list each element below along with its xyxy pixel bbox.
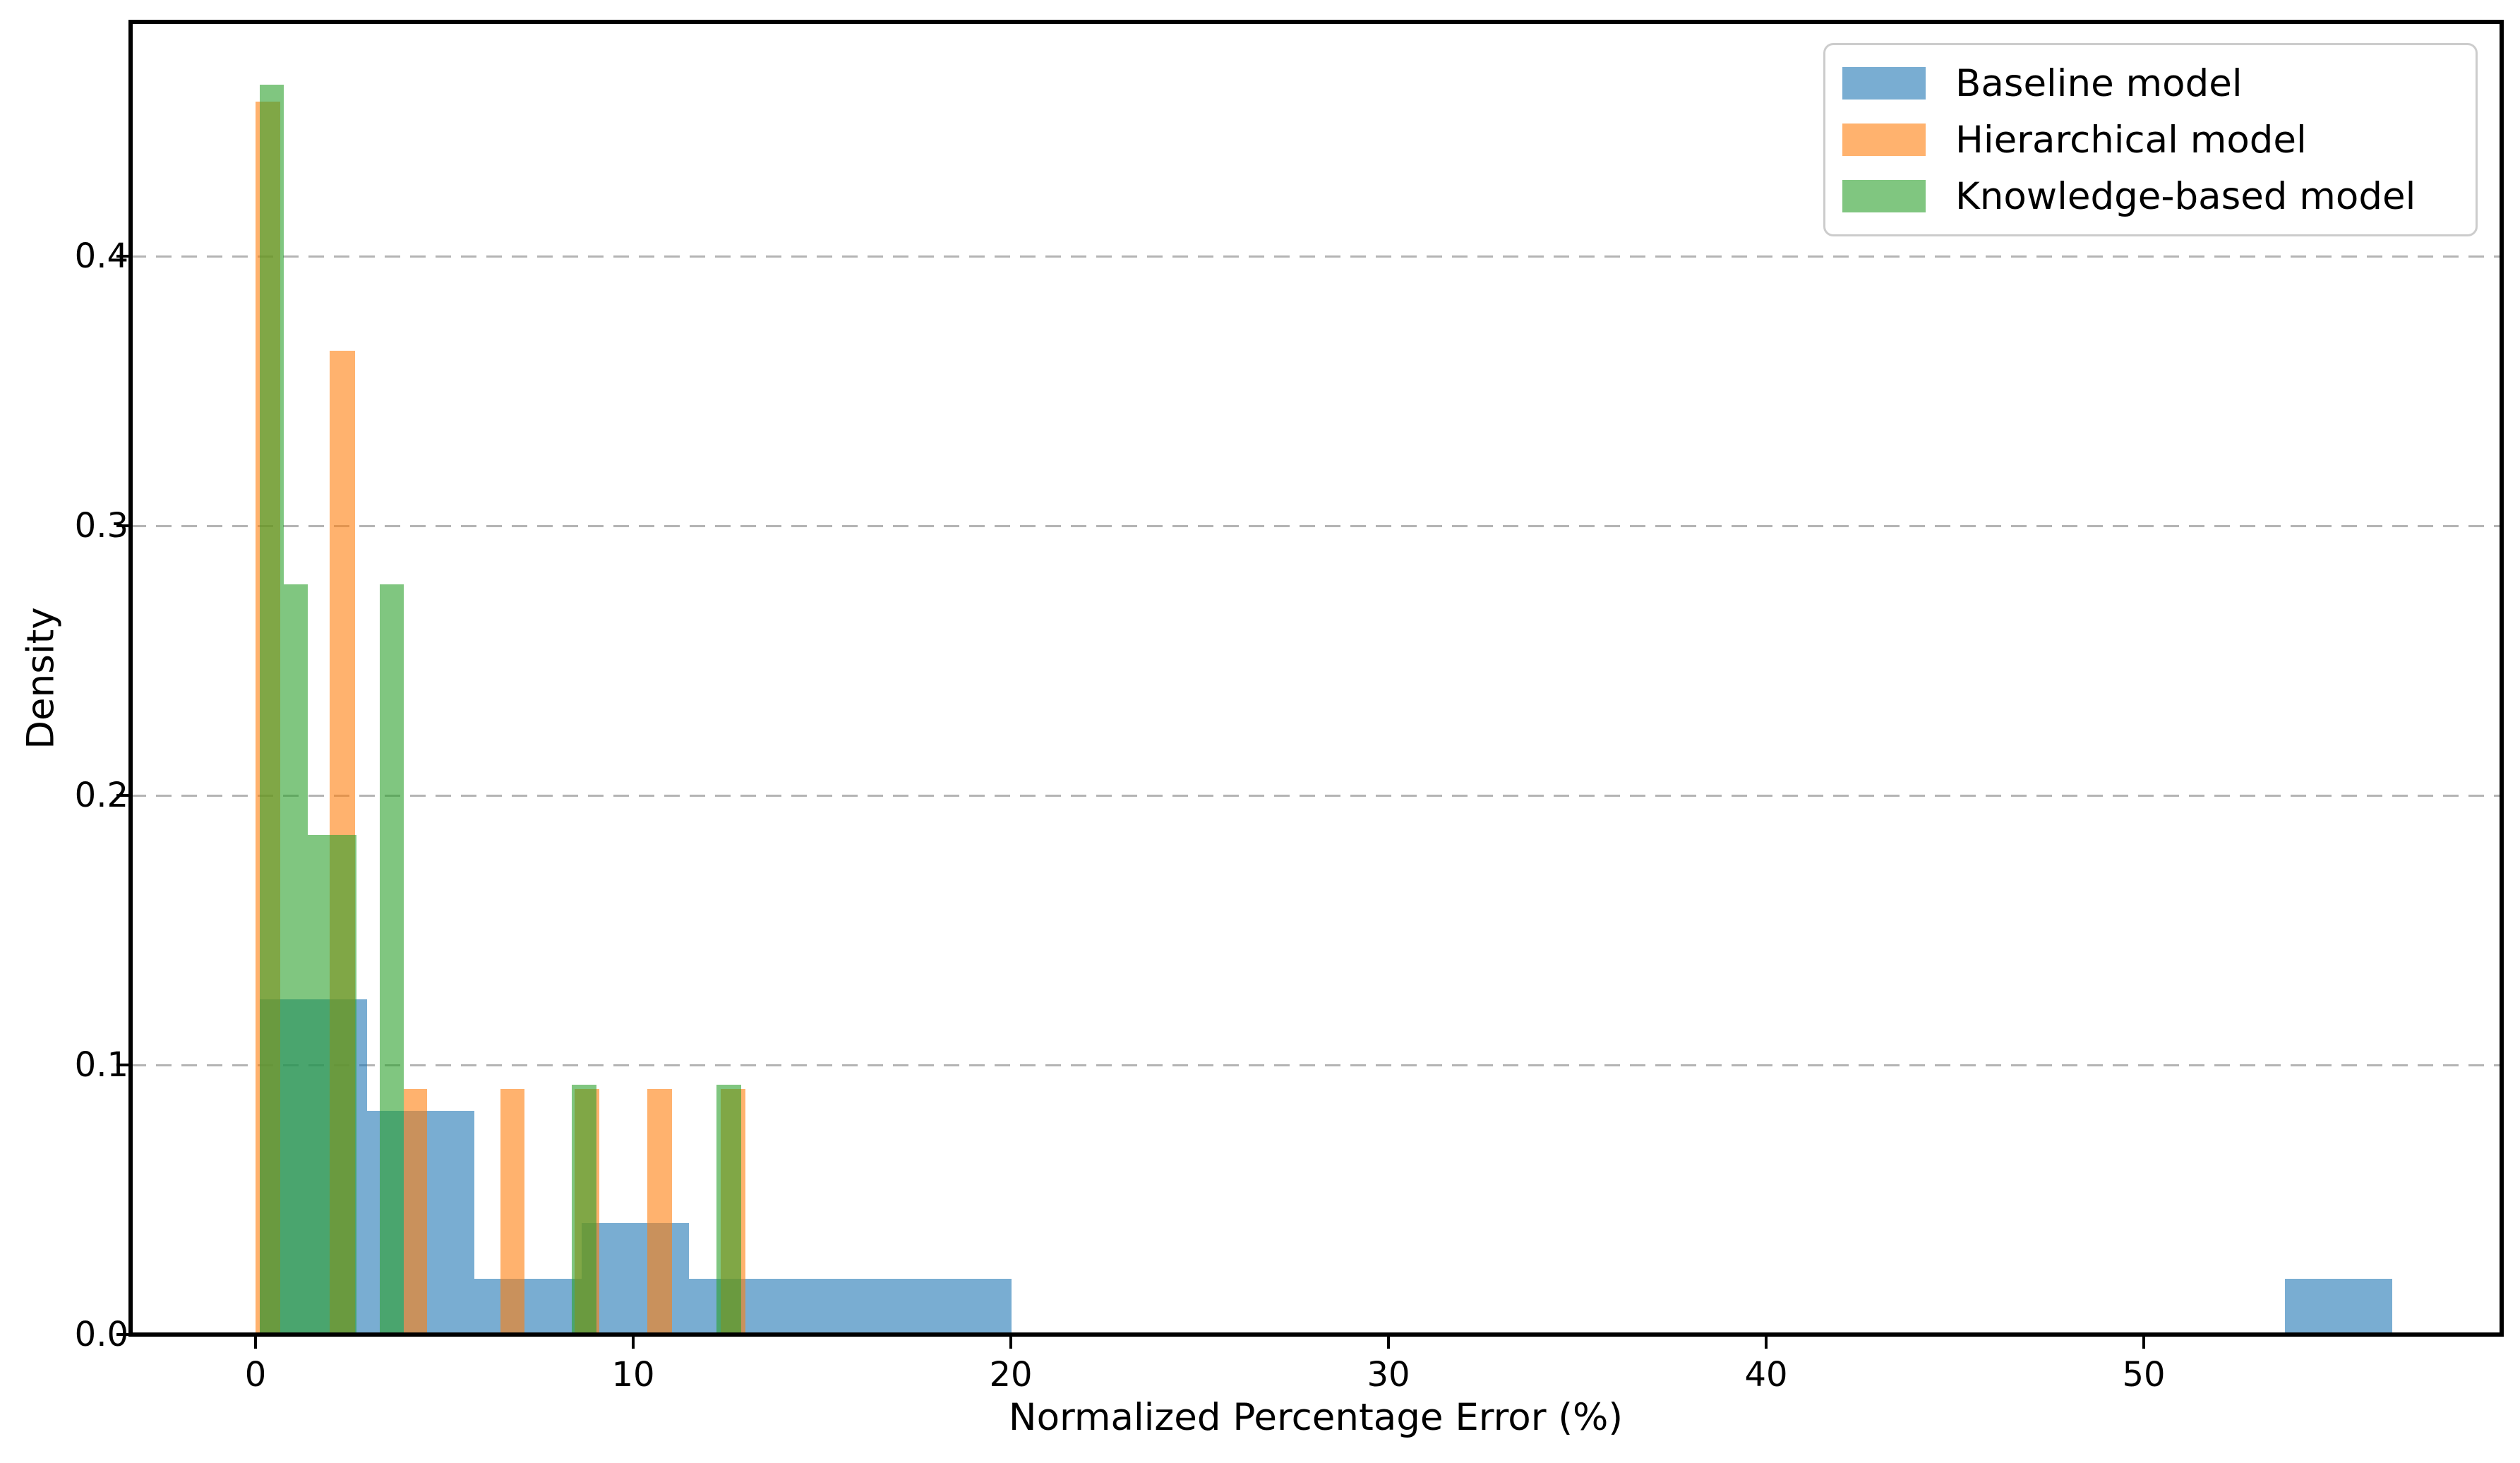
hierarchical-bar — [404, 1089, 427, 1335]
knowledge-based-bar — [716, 1084, 741, 1335]
x-tick-20 — [1009, 1337, 1012, 1349]
legend-label: Knowledge-based model — [1955, 174, 2416, 218]
x-tick-label-10: 10 — [611, 1355, 655, 1395]
y-axis-title: Density — [19, 607, 63, 749]
legend-swatch-2 — [1842, 180, 1926, 212]
y-tick-label-0.3: 0.3 — [74, 506, 128, 546]
y-tick-0.2 — [116, 794, 128, 797]
x-tick-label-30: 30 — [1367, 1355, 1410, 1395]
bottom-spine — [128, 1332, 2504, 1337]
baseline-bar — [2285, 1278, 2392, 1335]
x-tick-label-20: 20 — [989, 1355, 1033, 1395]
x-tick-label-50: 50 — [2122, 1355, 2166, 1395]
knowledge-based-bar — [284, 584, 308, 1335]
x-axis-title: Normalized Percentage Error (%) — [1008, 1396, 1624, 1439]
left-spine — [128, 20, 133, 1337]
legend-swatch-1 — [1842, 124, 1926, 156]
y-tick-label-0.1: 0.1 — [74, 1045, 128, 1085]
y-tick-label-0.4: 0.4 — [74, 236, 128, 276]
y-tick-label-0.2: 0.2 — [74, 776, 128, 815]
hierarchical-bar — [500, 1089, 525, 1335]
x-tick-50 — [2142, 1337, 2145, 1349]
knowledge-based-bar — [380, 584, 404, 1335]
x-tick-label-40: 40 — [1744, 1355, 1788, 1395]
gridline-y-0.4 — [131, 255, 2502, 258]
knowledge-based-bar — [308, 835, 332, 1335]
legend-item: Knowledge-based model — [1825, 171, 2476, 221]
y-tick-0.3 — [116, 524, 128, 527]
legend-item: Hierarchical model — [1825, 115, 2476, 164]
x-tick-40 — [1765, 1337, 1768, 1349]
knowledge-based-bar — [332, 835, 356, 1335]
y-tick-0.1 — [116, 1064, 128, 1066]
x-tick-0 — [254, 1337, 257, 1349]
legend-label: Baseline model — [1955, 61, 2243, 105]
y-tick-0.4 — [116, 255, 128, 258]
legend-swatch-0 — [1842, 67, 1926, 100]
y-tick-0.0 — [116, 1333, 128, 1336]
legend: Baseline model Hierarchical model Knowle… — [1823, 43, 2478, 236]
top-spine — [128, 20, 2504, 24]
hierarchical-bar — [647, 1089, 673, 1335]
x-tick-30 — [1387, 1337, 1390, 1349]
baseline-bar — [796, 1278, 904, 1335]
x-tick-10 — [632, 1337, 635, 1349]
legend-label: Hierarchical model — [1955, 118, 2307, 162]
y-tick-label-0.0: 0.0 — [74, 1315, 128, 1354]
knowledge-based-bar — [572, 1084, 597, 1335]
baseline-bar — [474, 1278, 582, 1335]
gridline-y-0.1 — [131, 1064, 2502, 1066]
right-spine — [2500, 20, 2504, 1337]
legend-item: Baseline model — [1825, 59, 2476, 108]
gridline-y-0.3 — [131, 524, 2502, 527]
baseline-bar — [904, 1278, 1012, 1335]
x-tick-label-0: 0 — [244, 1355, 267, 1395]
knowledge-based-bar — [259, 85, 284, 1335]
gridline-y-0.2 — [131, 794, 2502, 797]
